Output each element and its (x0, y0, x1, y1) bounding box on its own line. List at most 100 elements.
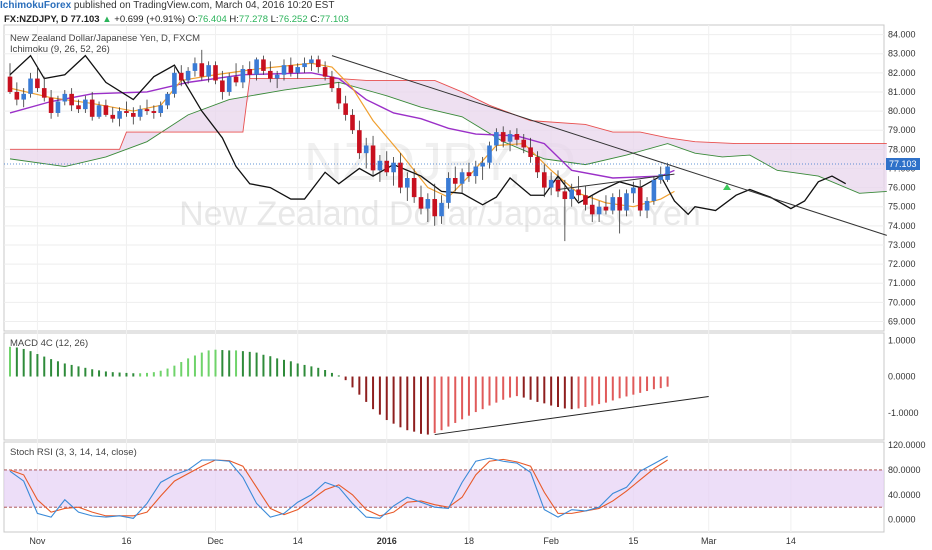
tenkan-sen-line (9, 62, 675, 208)
price-change: +0.699 (+0.91%) (114, 14, 186, 25)
candle-body (562, 191, 568, 200)
x-tick-label: Mar (701, 536, 717, 546)
candle-body (247, 68, 253, 75)
candle-body (254, 59, 259, 75)
trendlines (331, 55, 887, 236)
candle-body (35, 78, 40, 89)
kijun-sen-line (9, 72, 675, 179)
candle-body (158, 105, 163, 113)
candle-body (631, 187, 636, 194)
candle-body (213, 65, 218, 81)
symbol-label: FX:NZDJPY, D (4, 14, 68, 25)
macd-trendline (434, 395, 709, 436)
candle-body (103, 105, 109, 115)
price-tick-label: 78.000 (888, 144, 916, 154)
macd-tick-label: 1.0000 (888, 335, 916, 345)
price-trendline (331, 55, 887, 236)
x-tick-label: 14 (293, 536, 303, 546)
stoch-rsi-lines (4, 455, 884, 519)
candle-body (110, 114, 116, 119)
publish-bar: IchimokuForex published on TradingView.c… (0, 0, 932, 12)
candle-body (178, 72, 184, 81)
candle-body (377, 160, 383, 171)
candle-body (48, 97, 54, 113)
candle-body (418, 197, 424, 209)
candle-body (500, 132, 506, 142)
macd-panel-title: MACD 4C (12, 26) (10, 338, 88, 349)
price-tick-label: 70.000 (888, 297, 916, 307)
price-tick-label: 73.000 (888, 240, 916, 250)
candle-body (350, 114, 355, 131)
candle-body (473, 166, 479, 177)
candle-body (439, 202, 444, 217)
candle-body (14, 91, 20, 100)
candle-body (281, 65, 287, 75)
candle-body (521, 139, 527, 148)
candle-body (62, 93, 68, 102)
price-tick-label: 69.000 (888, 316, 916, 326)
candle-body (391, 162, 396, 173)
candle-body (357, 130, 362, 154)
candle-body (507, 134, 513, 142)
candle-body (206, 65, 211, 77)
low-label: L: (270, 14, 279, 25)
candle-body (76, 105, 81, 110)
candle-body (452, 178, 458, 184)
x-tick-label: Nov (29, 536, 46, 546)
price-tick-label: 79.000 (888, 125, 916, 135)
candle-body (658, 174, 664, 180)
candle-body (192, 63, 198, 71)
y-axis-labels: 84.000 83.000 82.000 81.000 80.000 79.000 78.0… (888, 30, 926, 525)
price-tick-label: 83.000 (888, 49, 916, 59)
high-value: 77.278 (238, 14, 268, 25)
candle-body (384, 160, 390, 173)
candle-body (274, 74, 280, 79)
price-tick-label: 75.000 (888, 202, 916, 212)
candle-body (151, 111, 157, 113)
candle-body (83, 99, 88, 110)
candle-body (446, 178, 451, 203)
candle-body (69, 93, 74, 106)
candle-body (309, 59, 314, 64)
price-tick-label: 76.000 (888, 183, 916, 193)
candle-body (466, 172, 472, 177)
candle-body (494, 132, 499, 146)
macd-tick-label: -1.0000 (888, 408, 919, 418)
price-tick-label: 81.000 (888, 87, 916, 97)
candles (7, 49, 670, 242)
candle-body (411, 178, 417, 198)
stoch-band (4, 469, 884, 508)
ichimoku-indicator-label: Ichimoku (9, 26, 52, 26) (10, 44, 110, 55)
price-panel (3, 24, 885, 332)
candle-body (432, 199, 437, 217)
candle-body (220, 80, 225, 92)
candle-body (268, 70, 273, 79)
x-tick-label: 16 (121, 536, 131, 546)
candle-body (124, 111, 129, 113)
candle-body (603, 206, 609, 211)
candle-body (644, 200, 650, 211)
candle-body (576, 189, 581, 196)
x-tick-label: Dec (207, 536, 224, 546)
candle-body (144, 109, 150, 112)
open-value: 76.404 (197, 14, 227, 25)
kumo-cloud (10, 78, 887, 194)
close-value: 77.103 (319, 14, 349, 25)
price-tick-label: 84.000 (888, 30, 916, 40)
publish-info: published on TradingView.com, March 04, … (73, 0, 335, 11)
author-link[interactable]: IchimokuForex (0, 0, 72, 11)
last-price-label: 77.103 (889, 159, 917, 169)
candle-body (226, 76, 232, 92)
candle-body (302, 63, 307, 68)
candle-body (117, 111, 122, 119)
candle-body (28, 78, 33, 94)
price-tick-label: 82.000 (888, 68, 916, 78)
senkou-span-b-line (10, 78, 887, 150)
x-tick-label: 18 (464, 536, 474, 546)
stoch-k-line (9, 455, 668, 519)
candle-body (329, 76, 335, 89)
price-tick-label: 80.000 (888, 106, 916, 116)
candle-body (459, 172, 465, 184)
ichimoku-cloud (10, 78, 887, 194)
candle-body (295, 67, 300, 73)
